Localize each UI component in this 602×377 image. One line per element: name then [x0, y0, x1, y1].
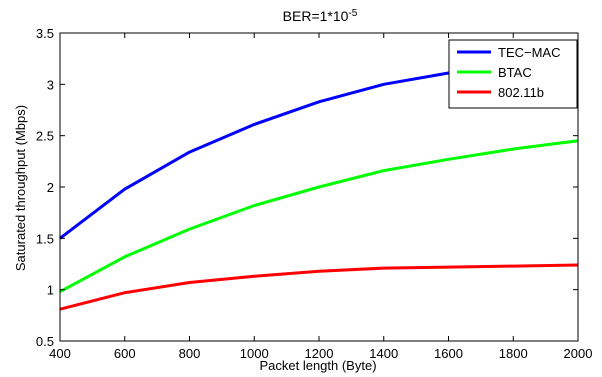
x-tick-label: 1200	[305, 346, 334, 361]
series-line-2	[59, 263, 579, 311]
legend-label-0: TEC−MAC	[498, 45, 560, 60]
x-tick-label: 2000	[564, 346, 593, 361]
x-tick-label: 1800	[499, 346, 528, 361]
y-tick-label: 3	[47, 77, 54, 92]
x-tick-label: 800	[179, 346, 201, 361]
x-tick-label: 1400	[369, 346, 398, 361]
y-tick-label: 2.5	[36, 129, 54, 144]
x-axis-title: Packet length (Byte)	[259, 358, 376, 373]
x-tick-label: 1600	[434, 346, 463, 361]
chart-title-exponent: -5	[348, 8, 357, 19]
legend-label-2: 802.11b	[498, 85, 544, 100]
y-tick-label: 2	[47, 180, 54, 195]
y-axis-title: Saturated throughput (Mbps)	[13, 105, 28, 271]
y-tick-label: 3.5	[36, 26, 54, 41]
x-tick-label: 1000	[240, 346, 269, 361]
x-tick-label: 400	[49, 346, 71, 361]
axes: 400 600 800 1000 1200 1400 1600 1800 2000 0.5 1 1.5…	[36, 26, 593, 361]
y-tick-label: 1	[47, 283, 54, 298]
chart-title: BER=1*10-5	[283, 8, 358, 24]
legend: TEC−MAC BTAC 802.11b	[448, 39, 578, 109]
x-tick-label: 600	[114, 346, 136, 361]
series-line-1	[59, 139, 579, 294]
y-tick-label: 1.5	[36, 231, 54, 246]
y-tick-label: 0.5	[36, 334, 54, 349]
legend-label-1: BTAC	[498, 65, 532, 80]
